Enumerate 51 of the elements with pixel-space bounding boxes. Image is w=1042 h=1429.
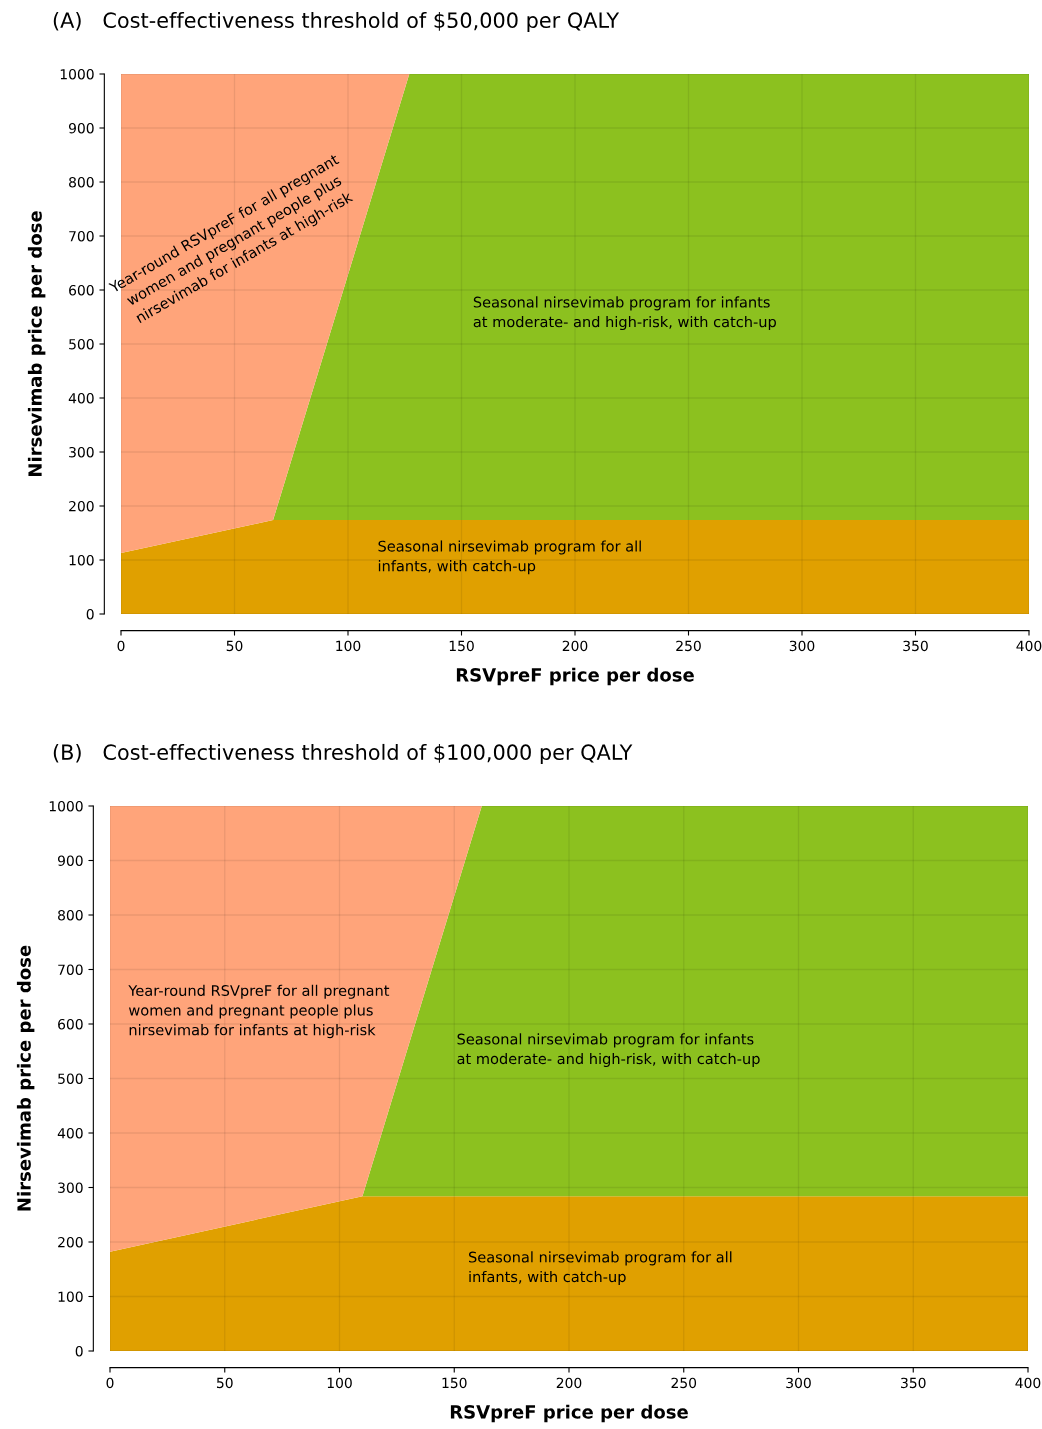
- y-tick-label: 700: [69, 230, 94, 242]
- y-tick-label: 300: [69, 446, 94, 458]
- x-tick-label: 350: [901, 1377, 926, 1389]
- y-tick-label: 1000: [60, 68, 94, 80]
- x-tick-label: 250: [671, 1377, 697, 1389]
- x-tick-label: 100: [327, 1377, 352, 1389]
- x-tick-label: 400: [1016, 640, 1042, 652]
- y-tick-label: 600: [58, 1018, 83, 1030]
- y-tick-label: 100: [69, 554, 94, 566]
- y-tick-label: 700: [58, 964, 83, 975]
- x-tick-label: 50: [216, 1377, 233, 1389]
- chart-title: (A) Cost-effectiveness threshold of $50,000 per QALY: [53, 11, 620, 33]
- x-tick-label: 150: [449, 640, 474, 652]
- y-tick-label: 100: [58, 1291, 83, 1302]
- y-axis-title: Nirsevimab price per dose: [16, 945, 35, 1211]
- y-tick-label: 200: [69, 500, 94, 512]
- y-tick-label: 600: [69, 284, 94, 296]
- x-axis-title: RSVpreF price per dose: [450, 1404, 688, 1423]
- annotation: Year-round RSVpreF for all pregnant women and pregnant people plus nirsevimab for infants at high-risk: [128, 984, 390, 1039]
- chart-title: (B) Cost-effectiveness threshold of $100,000 per QALY: [53, 743, 633, 765]
- y-tick-label: 800: [69, 176, 94, 188]
- y-tick-label: 400: [68, 392, 94, 404]
- y-tick-label: 500: [58, 1073, 83, 1084]
- y-tick-label: 200: [58, 1236, 83, 1248]
- x-tick-label: 50: [226, 640, 243, 652]
- x-axis-title: RSVpreF price per dose: [456, 667, 694, 686]
- x-tick-label: 300: [786, 1377, 811, 1389]
- y-axis-title: Nirsevimab price per dose: [27, 211, 46, 476]
- annotation: Seasonal nirsevimab program for infants at moderate- and high-risk, with catch-up: [457, 1033, 760, 1068]
- x-tick-label: 350: [903, 640, 928, 652]
- y-tick-label: 1000: [49, 800, 83, 812]
- x-tick-label: 200: [556, 1377, 582, 1389]
- y-tick-label: 400: [57, 1127, 83, 1139]
- y-tick-label: 800: [58, 909, 83, 921]
- y-tick-label: 900: [57, 855, 83, 866]
- y-tick-label: 0: [75, 1345, 83, 1357]
- x-tick-label: 300: [789, 640, 815, 652]
- annotation: Seasonal nirsevimab program for all infants, with catch-up: [468, 1251, 732, 1286]
- x-tick-label: 0: [117, 640, 125, 652]
- y-tick-label: 900: [68, 122, 94, 134]
- x-tick-label: 100: [336, 640, 361, 652]
- x-tick-label: 150: [442, 1377, 467, 1389]
- x-tick-label: 250: [676, 640, 701, 652]
- y-tick-label: 0: [86, 608, 94, 620]
- x-tick-label: 200: [562, 640, 588, 652]
- y-tick-label: 300: [58, 1182, 83, 1193]
- x-tick-label: 400: [1015, 1377, 1041, 1389]
- x-tick-label: 0: [106, 1377, 114, 1389]
- y-tick-label: 500: [69, 338, 94, 350]
- annotation: Seasonal nirsevimab program for all infants, with catch-up: [378, 540, 641, 575]
- annotation: Seasonal nirsevimab program for infants at moderate- and high-risk, with catch-up: [473, 296, 776, 331]
